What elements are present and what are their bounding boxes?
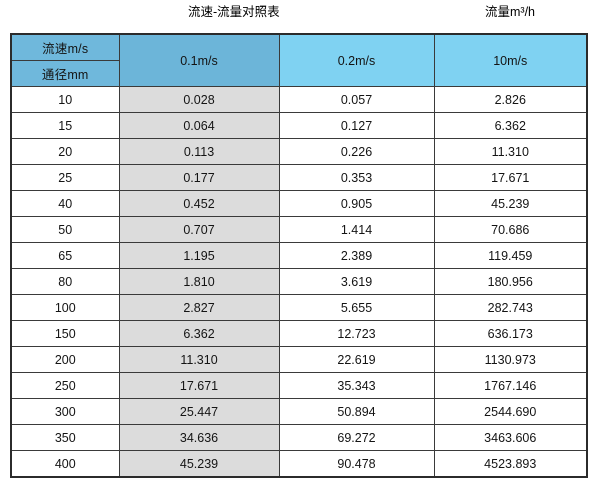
cell-v2: 0.127 — [278, 112, 435, 139]
cell-v2: 12.723 — [278, 320, 435, 347]
cell-dn: 200 — [10, 346, 120, 373]
cell-v1: 0.707 — [118, 216, 280, 243]
cell-v1: 11.310 — [118, 346, 280, 373]
flow-table-wrapper: 流速m/s 0.1m/s 0.2m/s 10m/s 通径mm 10 0.028 … — [10, 33, 588, 478]
cell-v2: 0.057 — [278, 86, 435, 113]
cell-dn: 80 — [10, 268, 120, 295]
cell-v2: 35.343 — [278, 372, 435, 399]
table-row: 150 6.362 12.723 636.173 — [10, 320, 588, 347]
table-row: 350 34.636 69.272 3463.606 — [10, 424, 588, 451]
table-title: 流速-流量对照表 — [188, 5, 280, 19]
flow-unit-label: 流量m³/h — [485, 5, 536, 19]
table-row: 20 0.113 0.226 11.310 — [10, 138, 588, 165]
cell-dn: 350 — [10, 424, 120, 451]
cell-v2: 0.905 — [278, 190, 435, 217]
cell-v1: 0.113 — [118, 138, 280, 165]
cell-v1: 1.195 — [118, 242, 280, 269]
cell-v1: 2.827 — [118, 294, 280, 321]
cell-v3: 636.173 — [433, 320, 588, 347]
cell-v2: 5.655 — [278, 294, 435, 321]
flow-table-body: 流速m/s 0.1m/s 0.2m/s 10m/s 通径mm 10 0.028 … — [10, 33, 588, 478]
cell-dn: 10 — [10, 86, 120, 113]
cell-dn: 20 — [10, 138, 120, 165]
cell-dn: 25 — [10, 164, 120, 191]
cell-dn: 40 — [10, 190, 120, 217]
flow-rate-table: 流速m/s 0.1m/s 0.2m/s 10m/s 通径mm 10 0.028 … — [10, 33, 588, 478]
cell-v3: 4523.893 — [433, 450, 588, 478]
cell-v1: 0.028 — [118, 86, 280, 113]
cell-v3: 3463.606 — [433, 424, 588, 451]
cell-dn: 100 — [10, 294, 120, 321]
cell-v2: 90.478 — [278, 450, 435, 478]
cell-v2: 0.353 — [278, 164, 435, 191]
cell-v2: 3.619 — [278, 268, 435, 295]
cell-v3: 2.826 — [433, 86, 588, 113]
cell-v2: 0.226 — [278, 138, 435, 165]
cell-v1: 45.239 — [118, 450, 280, 478]
table-header-row-1: 流速m/s 0.1m/s 0.2m/s 10m/s — [10, 33, 588, 87]
caption-strip: 流速-流量对照表 流量m³/h — [0, 0, 600, 33]
cell-v3: 1130.973 — [433, 346, 588, 373]
cell-v3: 282.743 — [433, 294, 588, 321]
table-header-row-2: 通径mm — [10, 60, 587, 87]
column-header-velocity-0: 0.1m/s — [118, 33, 280, 87]
cell-v3: 6.362 — [433, 112, 588, 139]
cell-v2: 69.272 — [278, 424, 435, 451]
table-row: 15 0.064 0.127 6.362 — [10, 112, 588, 139]
table-row: 250 17.671 35.343 1767.146 — [10, 372, 588, 399]
cell-v3: 1767.146 — [433, 372, 588, 399]
cell-dn: 250 — [10, 372, 120, 399]
table-row: 25 0.177 0.353 17.671 — [10, 164, 588, 191]
cell-v1: 0.177 — [118, 164, 280, 191]
cell-dn: 400 — [10, 450, 120, 478]
cell-v1: 0.452 — [118, 190, 280, 217]
table-row: 300 25.447 50.894 2544.690 — [10, 398, 588, 425]
cell-v1: 6.362 — [118, 320, 280, 347]
cell-v3: 17.671 — [433, 164, 588, 191]
cell-v1: 34.636 — [118, 424, 280, 451]
cell-v3: 45.239 — [433, 190, 588, 217]
table-row: 50 0.707 1.414 70.686 — [10, 216, 588, 243]
table-row: 80 1.810 3.619 180.956 — [10, 268, 588, 295]
column-header-velocity-2: 10m/s — [433, 33, 588, 87]
cell-dn: 50 — [10, 216, 120, 243]
cell-v2: 22.619 — [278, 346, 435, 373]
cell-dn: 65 — [10, 242, 120, 269]
cell-dn: 150 — [10, 320, 120, 347]
cell-dn: 15 — [10, 112, 120, 139]
cell-v3: 180.956 — [433, 268, 588, 295]
cell-v2: 2.389 — [278, 242, 435, 269]
corner-header-velocity-label: 流速m/s — [10, 33, 120, 61]
cell-v3: 11.310 — [433, 138, 588, 165]
corner-header-diameter-label: 通径mm — [10, 60, 120, 87]
cell-v1: 25.447 — [118, 398, 280, 425]
cell-v2: 50.894 — [278, 398, 435, 425]
cell-v1: 1.810 — [118, 268, 280, 295]
cell-v3: 70.686 — [433, 216, 588, 243]
cell-v2: 1.414 — [278, 216, 435, 243]
table-row: 400 45.239 90.478 4523.893 — [10, 450, 588, 478]
table-row: 65 1.195 2.389 119.459 — [10, 242, 588, 269]
table-row: 200 11.310 22.619 1130.973 — [10, 346, 588, 373]
table-row: 40 0.452 0.905 45.239 — [10, 190, 588, 217]
cell-v1: 0.064 — [118, 112, 280, 139]
cell-v3: 2544.690 — [433, 398, 588, 425]
cell-dn: 300 — [10, 398, 120, 425]
column-header-velocity-1: 0.2m/s — [278, 33, 435, 87]
table-row: 10 0.028 0.057 2.826 — [10, 86, 588, 113]
table-row: 100 2.827 5.655 282.743 — [10, 294, 588, 321]
cell-v1: 17.671 — [118, 372, 280, 399]
cell-v3: 119.459 — [433, 242, 588, 269]
